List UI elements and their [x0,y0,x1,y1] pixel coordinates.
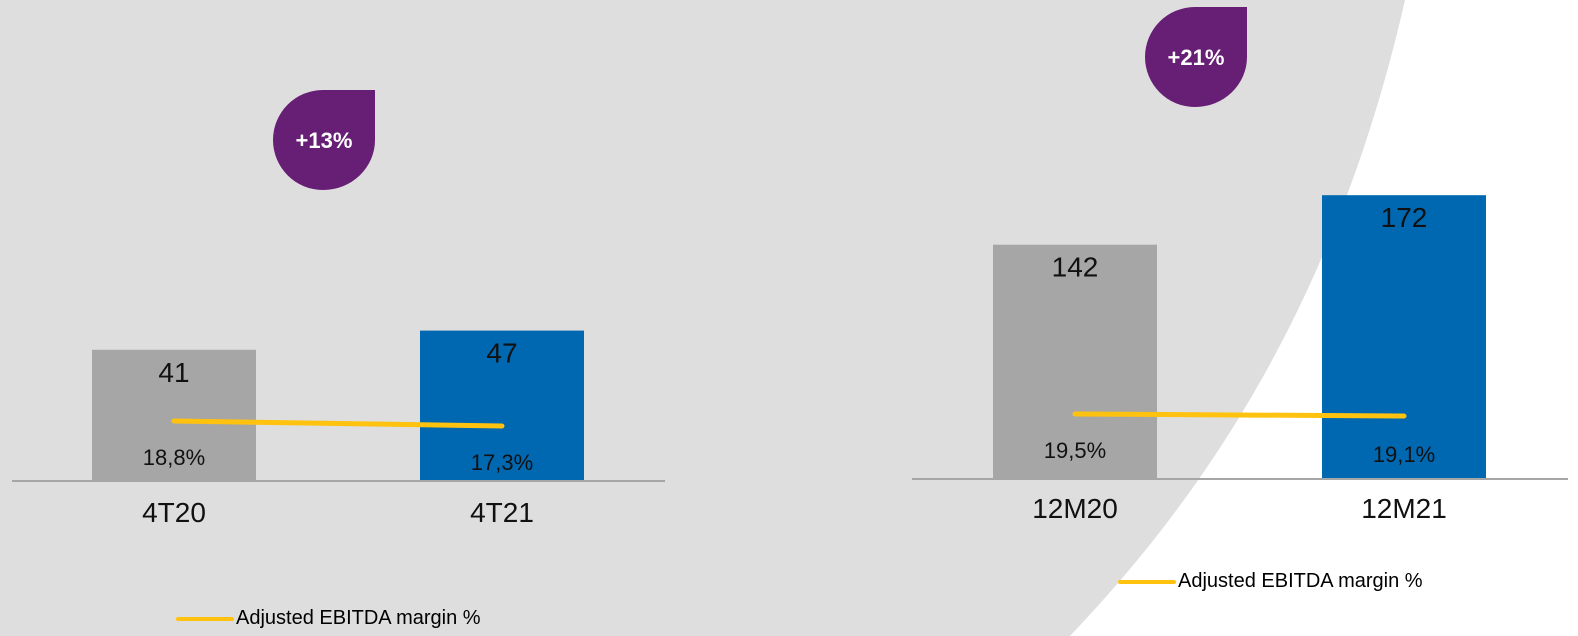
bar-12M20 [993,244,1157,479]
legend-quarterly: Adjusted EBITDA margin % [176,607,481,630]
bar-12M21 [1322,195,1486,479]
margin-value-label: 19,1% [1373,442,1435,467]
bar-value-label: 47 [486,338,517,369]
growth-badge-label: +13% [296,128,353,153]
legend-label: Adjusted EBITDA margin % [236,607,481,629]
category-label: 4T20 [142,497,206,528]
chart-annual: 142 172 12M20 12M21 19,5% 19,1% +21% [912,7,1568,524]
margin-series-line [1072,411,1407,419]
margin-value-label: 18,8% [143,445,205,470]
chart-quarterly: 41 47 4T20 4T21 18,8% 17,3% +13% [12,90,665,528]
bar-value-label: 41 [158,357,189,388]
growth-badge [273,90,375,190]
bar-value-label: 142 [1052,252,1099,283]
margin-series-line [171,418,505,429]
growth-badge [1145,7,1247,107]
bar-value-label: 172 [1381,202,1428,233]
category-label: 12M21 [1361,493,1447,524]
bar-4T21 [420,330,584,481]
margin-value-label: 17,3% [471,450,533,475]
category-label: 4T21 [470,497,534,528]
growth-badge-label: +21% [1168,45,1225,70]
legend-annual: Adjusted EBITDA margin % [1118,570,1423,593]
margin-value-label: 19,5% [1044,438,1106,463]
legend-label: Adjusted EBITDA margin % [1178,570,1423,592]
category-label: 12M20 [1032,493,1118,524]
legend-line-swatch [1118,579,1176,584]
legend-line-swatch [176,616,234,621]
bar-4T20 [92,349,256,481]
